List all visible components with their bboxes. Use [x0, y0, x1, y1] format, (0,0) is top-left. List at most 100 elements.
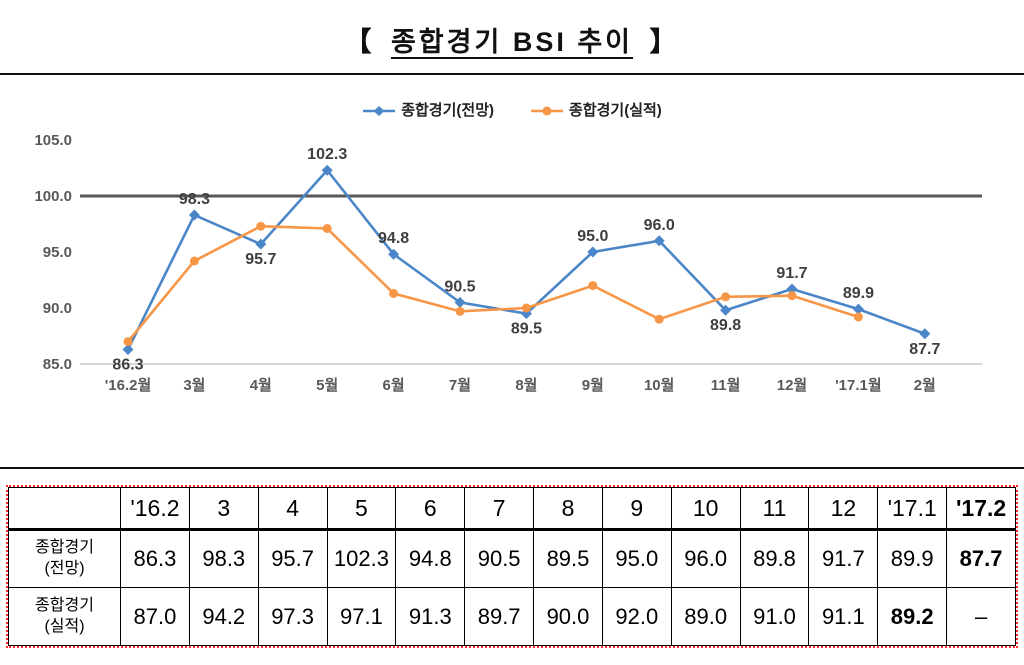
- table-header-cell: 9: [601, 487, 672, 531]
- table-header-cell: 11: [739, 487, 810, 531]
- table-row: 종합경기 (전망) 86.3 98.3 95.7 102.3 94.8 90.5 89.5 95.…: [8, 529, 1016, 588]
- data-point-marker: [454, 296, 466, 308]
- table-cell: 89.8: [739, 529, 810, 588]
- legend-item-forecast: 종합경기(전망): [362, 99, 494, 120]
- table-header-cell: 3: [188, 487, 259, 531]
- data-label: 95.7: [245, 251, 276, 268]
- table-row: 종합경기 (실적) 87.0 94.2 97.3 97.1 91.3 89.7 90.0 92.0…: [8, 587, 1016, 646]
- table-header-cell: 5: [326, 487, 397, 531]
- table-cell: 89.5: [533, 529, 603, 588]
- table-cell: 92.0: [601, 587, 672, 646]
- data-point-marker: [322, 223, 332, 233]
- table-header-row: '16.2 3 4 5 6 7 8 9 10 11 12'17.1'17.2: [8, 487, 1016, 531]
- table-cell: 90.5: [464, 529, 535, 588]
- circle-marker-icon: [531, 106, 563, 115]
- data-point-marker: [653, 235, 665, 247]
- x-axis-label: 11월: [711, 377, 741, 394]
- table-cell: 97.1: [326, 587, 397, 646]
- section-divider: [0, 467, 1024, 469]
- x-axis-label: 6월: [383, 377, 405, 394]
- bsi-report: 【 종합경기 BSI 추이 】 종합경기(전망) 종합경기(실적) 105.0 1…: [0, 27, 1024, 648]
- y-axis-label: 100.0: [34, 188, 72, 205]
- table-cell: 91.7: [808, 529, 879, 588]
- data-label: 98.3: [179, 191, 210, 208]
- x-axis-label: 3월: [183, 377, 205, 394]
- legend-label-actual: 종합경기(실적): [569, 102, 662, 119]
- diamond-marker-icon: [363, 105, 396, 116]
- table-header-cell: 10: [670, 487, 741, 531]
- table-header-cell: 6: [395, 487, 466, 531]
- table-cell: 89.9: [877, 529, 948, 588]
- title-text: 종합경기 BSI 추이: [390, 27, 634, 57]
- y-axis-label: 90.0: [43, 300, 72, 317]
- x-axis-label: 8월: [515, 377, 537, 394]
- x-axis-label: 4월: [250, 377, 272, 394]
- table-cell: 98.3: [188, 529, 259, 588]
- data-point-marker: [587, 246, 599, 258]
- table-cell: 89.0: [670, 587, 741, 646]
- x-axis-label: 5월: [316, 377, 338, 394]
- x-axis-label: 7월: [449, 377, 471, 394]
- x-axis-label: '16.2월: [105, 377, 152, 394]
- data-point-marker: [787, 291, 797, 301]
- data-point-marker: [852, 303, 864, 315]
- x-axis-label: '17.1월: [835, 377, 882, 394]
- data-point-marker: [123, 337, 133, 347]
- series-line-1: [126, 224, 859, 343]
- table-cell: 97.3: [257, 587, 328, 646]
- bsi-table-wrap: '16.2 3 4 5 6 7 8 9 10 11 12'17.1'17.2 종합경기 (전망) 86.3…: [6, 485, 1018, 648]
- x-axis-label: 2월: [914, 377, 936, 394]
- x-axis-label: 10월: [644, 377, 675, 394]
- data-point-marker: [919, 328, 931, 340]
- data-label: 94.8: [378, 230, 409, 247]
- table-cell: 96.0: [670, 529, 741, 588]
- data-label: 95.0: [577, 228, 608, 245]
- table-cell: 95.0: [601, 529, 672, 588]
- row-header: 종합경기 (전망): [8, 529, 121, 588]
- data-point-marker: [654, 314, 664, 324]
- legend-item-actual: 종합경기(실적): [530, 99, 662, 120]
- x-axis-label: 9월: [582, 377, 604, 394]
- table-header-cell: '17.1: [877, 487, 948, 531]
- table-cell: 91.3: [395, 587, 466, 646]
- data-point-marker: [721, 292, 731, 302]
- data-point-marker: [321, 164, 333, 176]
- y-axis-label: 95.0: [43, 244, 72, 261]
- table-cell: 91.0: [739, 587, 810, 646]
- data-point-marker: [853, 312, 863, 322]
- data-point-marker: [256, 221, 266, 231]
- data-point-marker: [720, 304, 732, 316]
- table-cell: 87.0: [120, 587, 190, 646]
- y-axis-label: 105.0: [34, 132, 72, 149]
- data-point-marker: [455, 306, 465, 316]
- data-point-marker: [389, 288, 399, 298]
- table-cell: 95.7: [257, 529, 328, 588]
- data-label: 89.5: [511, 321, 542, 338]
- y-axis-label: 85.0: [43, 356, 72, 373]
- title-divider: [0, 73, 1024, 75]
- table-header-cell: 8: [533, 487, 603, 531]
- table-cell: 94.2: [188, 587, 259, 646]
- data-point-marker: [188, 209, 200, 221]
- data-label: 90.5: [444, 278, 475, 295]
- data-label: 89.8: [710, 317, 741, 334]
- table-cell: 91.1: [808, 587, 879, 646]
- data-label: 89.9: [843, 285, 874, 302]
- title-bracket-left: 【: [344, 27, 375, 57]
- legend-label-forecast: 종합경기(전망): [401, 102, 494, 119]
- forecast-series-marker-icon: [362, 104, 396, 116]
- table-cell: –: [946, 587, 1016, 646]
- data-point-marker: [588, 281, 598, 291]
- row-header: 종합경기 (실적): [8, 587, 121, 646]
- data-point-marker: [189, 256, 199, 266]
- table-header-cell: '17.2: [946, 487, 1016, 531]
- table-header-cell: [8, 487, 121, 531]
- data-label: 102.3: [307, 146, 347, 163]
- title-bracket-right: 】: [649, 27, 680, 57]
- data-point-marker: [786, 283, 798, 295]
- data-label: 91.7: [776, 265, 807, 282]
- data-point-marker: [122, 343, 134, 355]
- table-header-cell: '16.2: [120, 487, 190, 531]
- table-cell: 90.0: [533, 587, 603, 646]
- table-cell: 89.7: [464, 587, 535, 646]
